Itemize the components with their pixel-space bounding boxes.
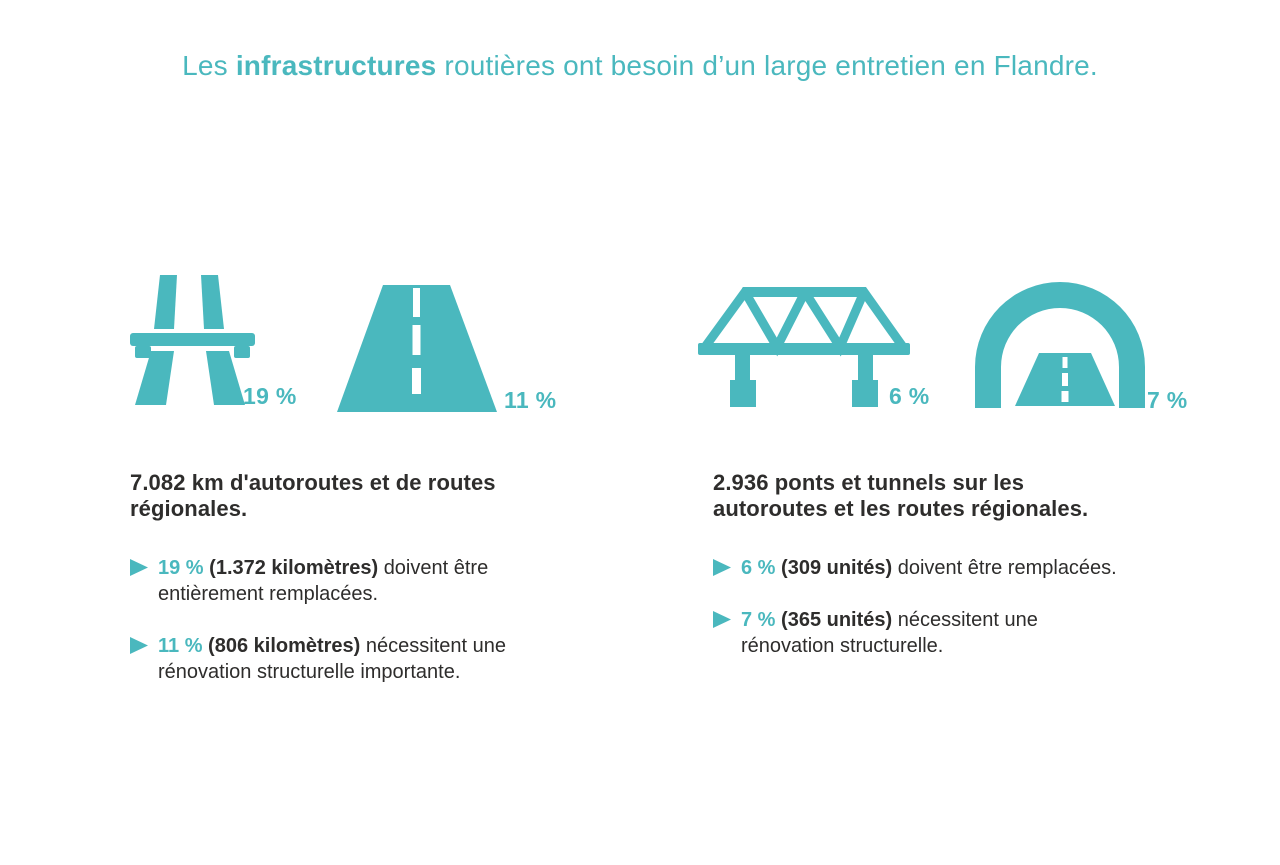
tunnel-percent-label: 7 % bbox=[1147, 387, 1188, 413]
bullet-line-1: 19 % (1.372 kilomètres) doivent être bbox=[158, 555, 488, 581]
bullet-percent: 6 % bbox=[741, 557, 782, 579]
bridge-percent-label: 6 % bbox=[889, 383, 930, 409]
section-ponts-tunnels-bullets: 6 % (309 unités) doivent être remplacées… bbox=[713, 555, 1213, 659]
motorway-percent-label: 19 % bbox=[243, 383, 297, 409]
bullet-rest: doivent être bbox=[383, 557, 489, 579]
bullet-line-1: 11 % (806 kilomètres) nécessitent une bbox=[158, 633, 506, 659]
bridge-icon bbox=[698, 287, 910, 407]
section-routes: 7.082 km d'autoroutes et de routes régio… bbox=[130, 470, 600, 685]
bullet-text: 19 % (1.372 kilomètres) doivent être ent… bbox=[158, 555, 488, 607]
bullet-arrow-icon bbox=[130, 637, 148, 654]
road-percent-label: 11 % bbox=[504, 387, 557, 413]
heading-line-2: régionales. bbox=[130, 496, 248, 521]
heading-line-1: 7.082 km d'autoroutes et de routes bbox=[130, 470, 496, 495]
bullet-line-2: rénovation structurelle importante. bbox=[158, 661, 461, 683]
bullet-percent: 11 % bbox=[158, 635, 209, 657]
bullet-rest: nécessitent une bbox=[897, 609, 1038, 631]
bullet-line-1: 7 % (365 unités) nécessitent une bbox=[741, 607, 1038, 633]
bullet-bold-value: (309 unités) bbox=[781, 557, 898, 579]
bullet-line-2: rénovation structurelle. bbox=[741, 635, 944, 657]
title-bold-word: infrastructures bbox=[235, 50, 437, 81]
bullet-line-2: entièrement remplacées. bbox=[158, 583, 379, 605]
heading-line-1: 2.936 ponts et tunnels sur les bbox=[713, 470, 1025, 495]
motorway-icon bbox=[130, 275, 255, 405]
section-ponts-tunnels: 2.936 ponts et tunnels sur les autoroute… bbox=[713, 470, 1213, 659]
bullet-arrow-icon bbox=[130, 559, 148, 576]
bullet-rest: doivent être remplacées. bbox=[897, 557, 1117, 579]
tunnel-icon bbox=[975, 282, 1145, 408]
section-ponts-tunnels-heading: 2.936 ponts et tunnels sur les autoroute… bbox=[713, 470, 1213, 522]
heading-line-2: autoroutes et les routes régionales. bbox=[713, 496, 1089, 521]
bullet-replace-roads: 19 % (1.372 kilomètres) doivent être ent… bbox=[130, 555, 600, 607]
bullet-renovate-roads: 11 % (806 kilomètres) nécessitent une ré… bbox=[130, 633, 600, 685]
bullet-percent: 19 % bbox=[158, 557, 210, 579]
bullet-bold-value: (1.372 kilomètres) bbox=[209, 557, 384, 579]
bullet-text: 7 % (365 unités) nécessitent une rénovat… bbox=[741, 607, 1038, 659]
bullet-arrow-icon bbox=[713, 559, 731, 576]
bullet-bold-value: (806 kilomètres) bbox=[208, 635, 366, 657]
title-pre: Les bbox=[182, 50, 236, 81]
section-routes-heading: 7.082 km d'autoroutes et de routes régio… bbox=[130, 470, 600, 522]
bullet-line-1: 6 % (309 unités) doivent être remplacées… bbox=[741, 555, 1117, 581]
bullet-text: 6 % (309 unités) doivent être remplacées… bbox=[741, 555, 1117, 581]
bullet-rest: nécessitent une bbox=[365, 635, 507, 657]
bullet-percent: 7 % bbox=[741, 609, 782, 631]
bullet-text: 11 % (806 kilomètres) nécessitent une ré… bbox=[158, 633, 506, 685]
bullet-replace-bridges: 6 % (309 unités) doivent être remplacées… bbox=[713, 555, 1213, 581]
road-icon bbox=[337, 285, 497, 412]
bullet-bold-value: (365 unités) bbox=[781, 609, 898, 631]
section-routes-bullets: 19 % (1.372 kilomètres) doivent être ent… bbox=[130, 555, 600, 685]
bullet-arrow-icon bbox=[713, 611, 731, 628]
title-post: routières ont besoin d’un large entretie… bbox=[436, 50, 1098, 81]
page-title: Les infrastructures routières ont besoin… bbox=[0, 50, 1280, 82]
bullet-renovate-bridges: 7 % (365 unités) nécessitent une rénovat… bbox=[713, 607, 1213, 659]
